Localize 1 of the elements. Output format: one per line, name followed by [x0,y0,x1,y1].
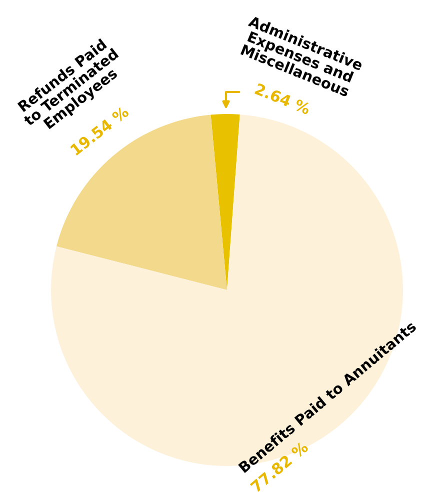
pie-slice [210,114,240,290]
